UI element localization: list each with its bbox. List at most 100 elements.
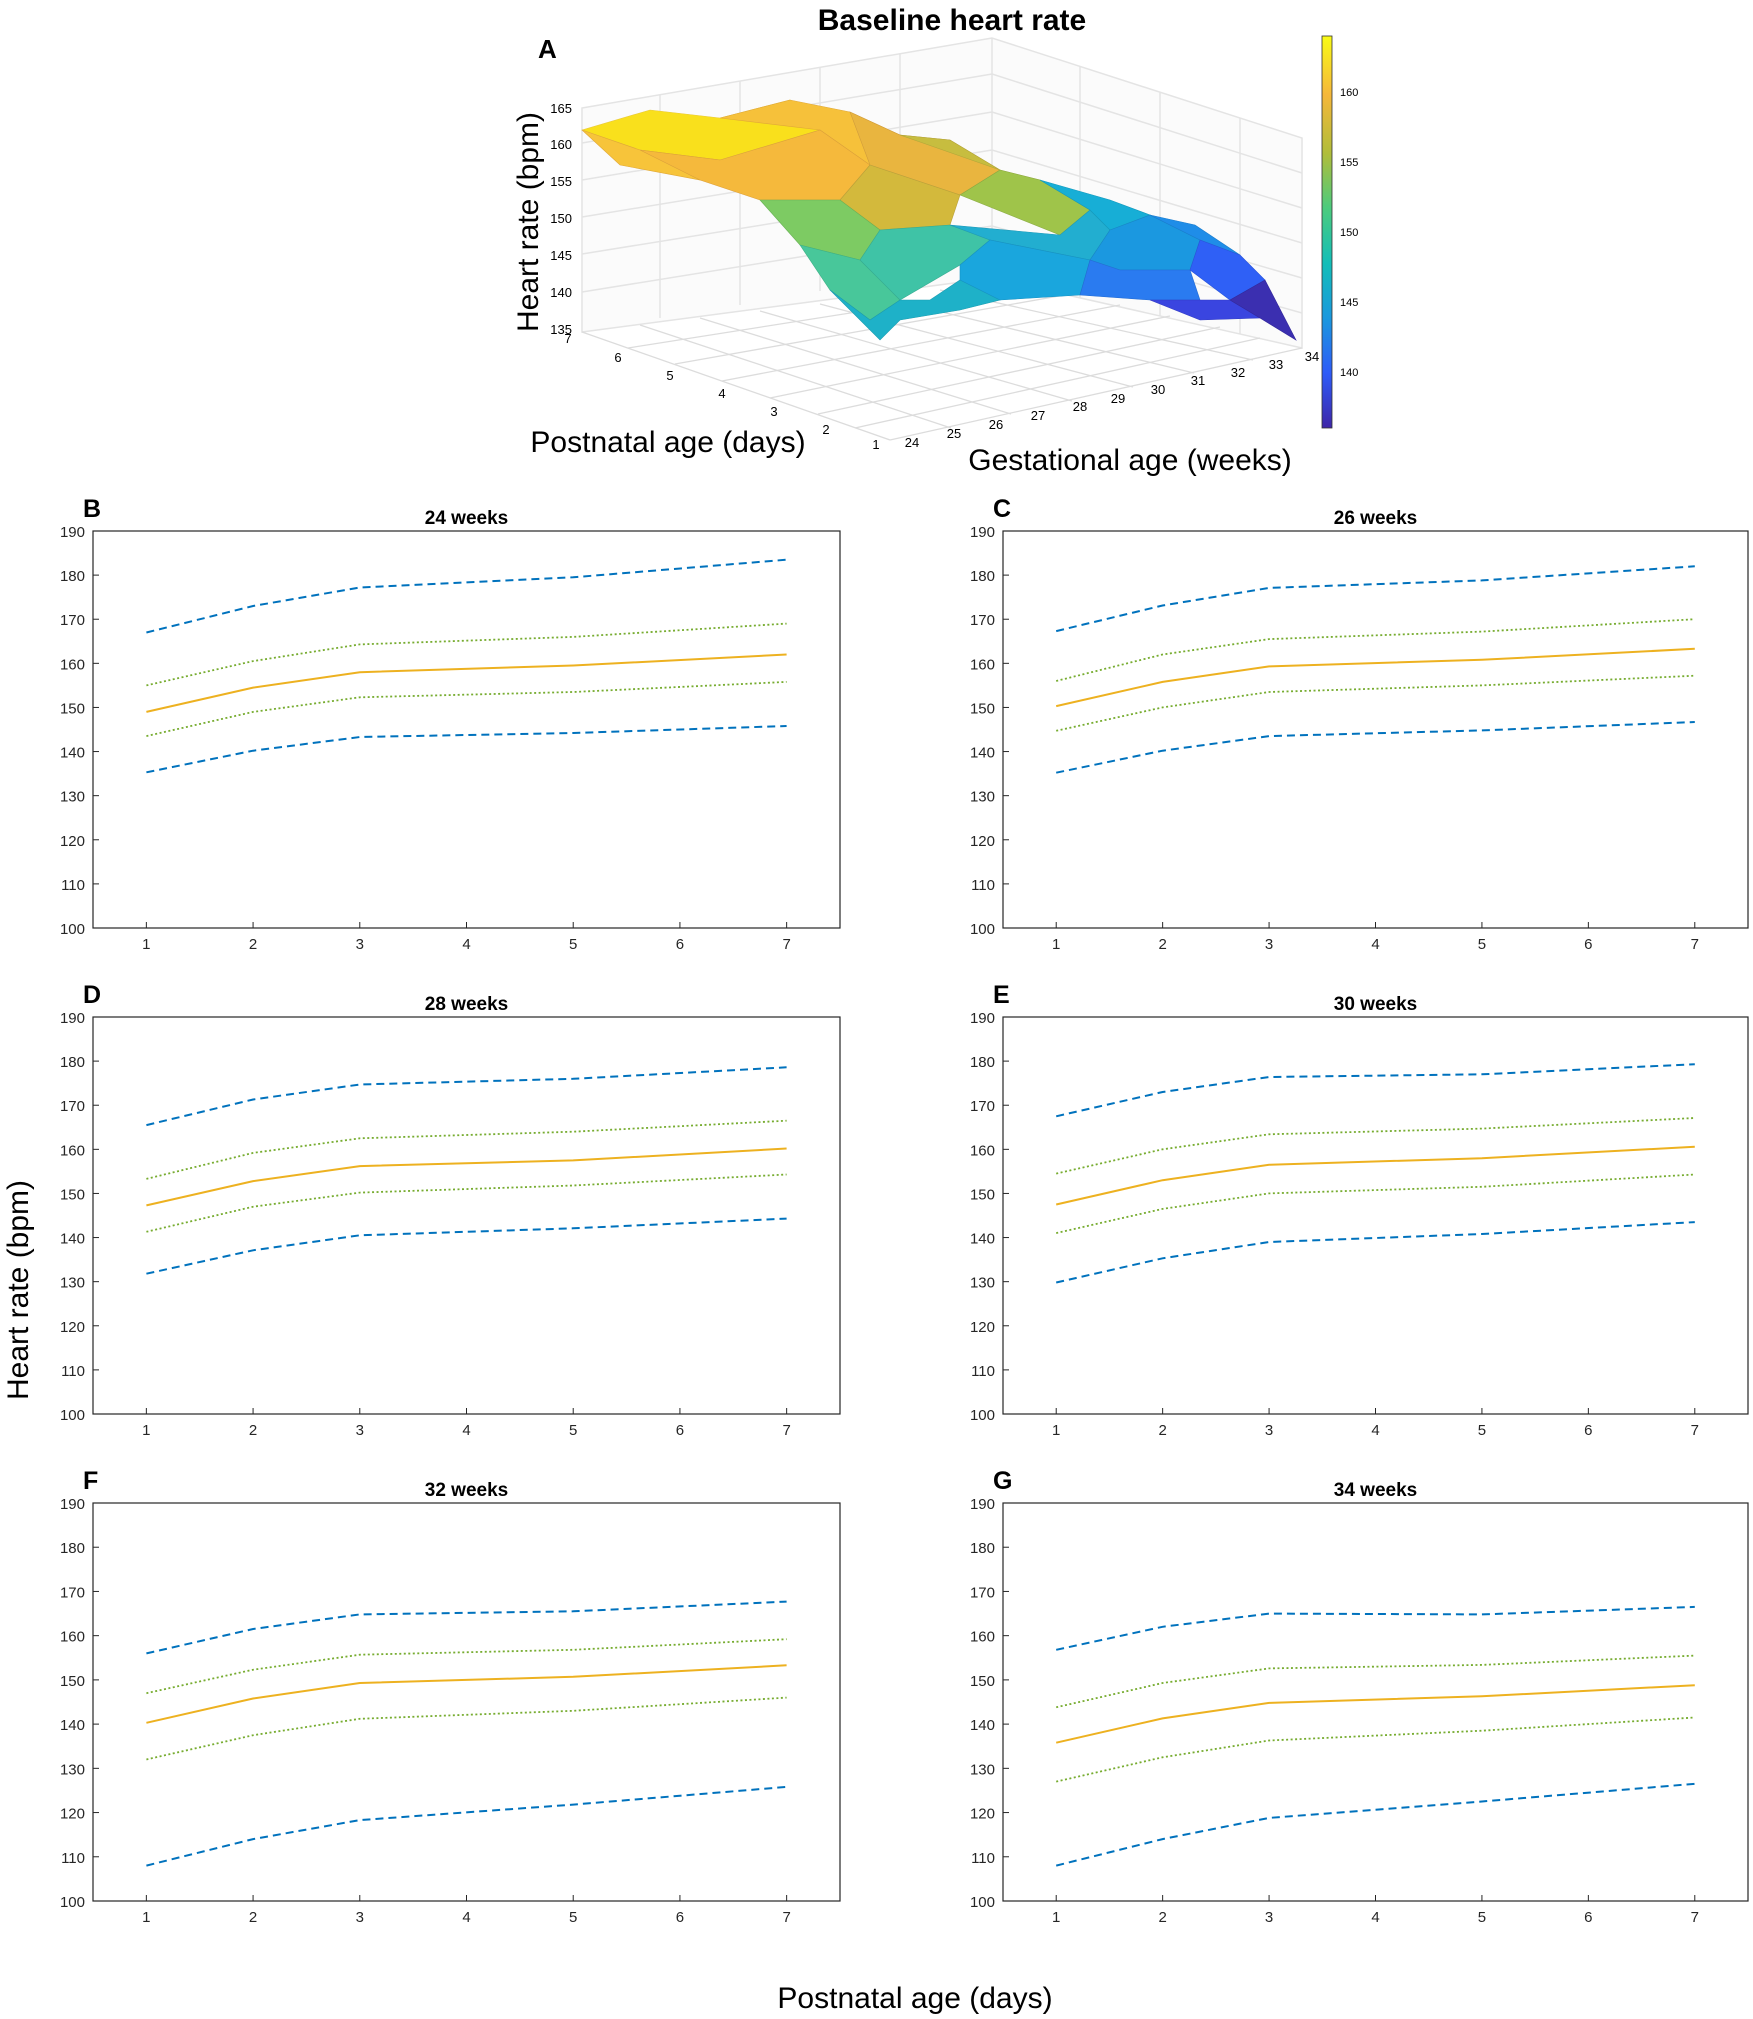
x-tick-label: 5 [569, 1422, 577, 1439]
postnatal-tick-label: 7 [564, 331, 571, 346]
y-tick-label: 110 [971, 877, 995, 894]
chart-panel-c: 100 110 120 130 140 150 160 170 180 190 1 2 3 4 5 6 7 26 … [970, 495, 1749, 953]
plot-area [1002, 530, 1749, 929]
series-line-lower-inner [1056, 674, 1695, 732]
y-tick-label: 120 [970, 833, 995, 850]
x-tick-label: 7 [1691, 936, 1699, 953]
y-tick-label: 150 [970, 1186, 995, 1203]
gestational-tick-label: 30 [1151, 382, 1165, 397]
plot-area [92, 1016, 841, 1415]
gestational-tick-label: 25 [947, 426, 961, 441]
y-tick-label: 130 [60, 1275, 85, 1292]
surface-patch [1229, 279, 1297, 341]
x-tick-label: 3 [356, 1422, 364, 1439]
y-tick-label: 150 [970, 1673, 995, 1690]
y-tick-label: 180 [970, 568, 995, 585]
x-tick-label: 2 [1158, 936, 1166, 953]
y-tick-label: 100 [60, 1407, 85, 1424]
chart-panel-f: 100 110 120 130 140 150 160 170 180 190 1 2 3 4 5 6 7 32 … [60, 1467, 841, 1926]
y-tick-label: 150 [970, 700, 995, 717]
series-line-upper-inner [1055, 618, 1695, 682]
x-tick-label: 6 [676, 936, 684, 953]
plot-area [92, 1502, 841, 1902]
chart-title: 32 weeks [425, 1480, 508, 1501]
x-tick-label: 2 [249, 1909, 257, 1926]
surface-y-label: Gestational age (weeks) [968, 444, 1292, 477]
y-tick-label: 120 [60, 1806, 85, 1823]
postnatal-tick-label: 1 [872, 437, 879, 452]
y-tick-label: 190 [970, 1010, 995, 1027]
x-tick-label: 2 [249, 936, 257, 953]
postnatal-tick-label: 3 [770, 404, 777, 419]
y-tick-label: 130 [970, 1275, 995, 1292]
x-tick-label: 1 [1052, 1422, 1060, 1439]
x-tick-label: 4 [462, 1909, 470, 1926]
gestational-tick-label: 31 [1191, 373, 1205, 388]
series-line-upper-inner [146, 1119, 787, 1180]
x-tick-label: 7 [782, 1422, 790, 1439]
panel-letter: G [993, 1467, 1012, 1495]
series-line-lower-outer [1055, 721, 1695, 774]
z-tick-label: 135 [550, 322, 572, 337]
y-tick-label: 170 [60, 1584, 85, 1601]
y-tick-label: 130 [60, 789, 85, 806]
x-tick-label: 3 [1265, 936, 1273, 953]
y-tick-label: 130 [60, 1761, 85, 1778]
y-tick-label: 160 [60, 656, 85, 673]
y-tick-label: 110 [971, 1850, 995, 1867]
x-tick-label: 3 [356, 1909, 364, 1926]
y-tick-label: 190 [60, 1496, 85, 1513]
series-line-lower-inner [1055, 1716, 1695, 1783]
x-tick-label: 1 [142, 1909, 150, 1926]
y-tick-label: 170 [60, 1098, 85, 1115]
colorbar-tick-label: 160 [1340, 87, 1358, 99]
x-tick-label: 6 [676, 1909, 684, 1926]
gestational-tick-label: 33 [1269, 357, 1283, 372]
gestational-tick-label: 32 [1231, 365, 1245, 380]
chart-panel-b: 100 110 120 130 140 150 160 170 180 190 1 2 3 4 5 6 7 24 … [60, 495, 841, 953]
y-tick-label: 100 [970, 921, 995, 938]
plot-area [92, 530, 841, 929]
x-tick-label: 6 [676, 1422, 684, 1439]
y-tick-label: 140 [60, 745, 85, 762]
gestational-tick-label: 28 [1073, 399, 1087, 414]
chart-title: 34 weeks [1334, 1480, 1417, 1501]
surface-x-label: Postnatal age (days) [530, 426, 805, 459]
y-tick-label: 100 [970, 1894, 995, 1911]
series-line-upper-outer [1055, 1063, 1695, 1118]
x-tick-label: 7 [1691, 1909, 1699, 1926]
series-line-median [146, 1664, 787, 1724]
x-tick-label: 2 [249, 1422, 257, 1439]
colorbar: 160 155 150 145 140 [1321, 35, 1358, 429]
panel-letter: E [993, 981, 1010, 1009]
surface-plot: Baseline heart rate A [512, 4, 1358, 477]
shared-y-label: Heart rate (bpm) [2, 1180, 35, 1400]
series-line-median [1055, 1684, 1695, 1744]
surface-z-label: Heart rate (bpm) [512, 112, 545, 332]
y-tick-label: 160 [60, 1142, 85, 1159]
x-tick-label: 5 [1478, 936, 1486, 953]
y-tick-label: 190 [60, 1010, 85, 1027]
gestational-tick-label: 29 [1111, 391, 1125, 406]
panel-letter: F [83, 1467, 98, 1495]
z-tick-label: 140 [550, 285, 572, 300]
y-tick-label: 150 [60, 1186, 85, 1203]
panel-letter: B [83, 495, 101, 523]
x-tick-label: 7 [782, 1909, 790, 1926]
chart-title: 28 weeks [425, 994, 508, 1015]
x-tick-label: 7 [1691, 1422, 1699, 1439]
x-tick-label: 3 [1265, 1909, 1273, 1926]
series-line-median [146, 653, 787, 713]
x-tick-label: 1 [1052, 1909, 1060, 1926]
series-line-median [146, 1147, 787, 1207]
colorbar-tick-label: 145 [1340, 297, 1358, 309]
x-tick-label: 2 [1158, 1909, 1166, 1926]
series-line-upper-outer [146, 1600, 787, 1655]
series-line-lower-outer [146, 725, 787, 774]
postnatal-tick-label: 4 [718, 386, 725, 401]
colorbar-tick-label: 155 [1340, 157, 1358, 169]
surface-title: Baseline heart rate [818, 4, 1086, 37]
y-tick-label: 160 [970, 1629, 995, 1646]
y-tick-label: 140 [970, 1231, 995, 1248]
panel-letter: C [993, 495, 1011, 523]
